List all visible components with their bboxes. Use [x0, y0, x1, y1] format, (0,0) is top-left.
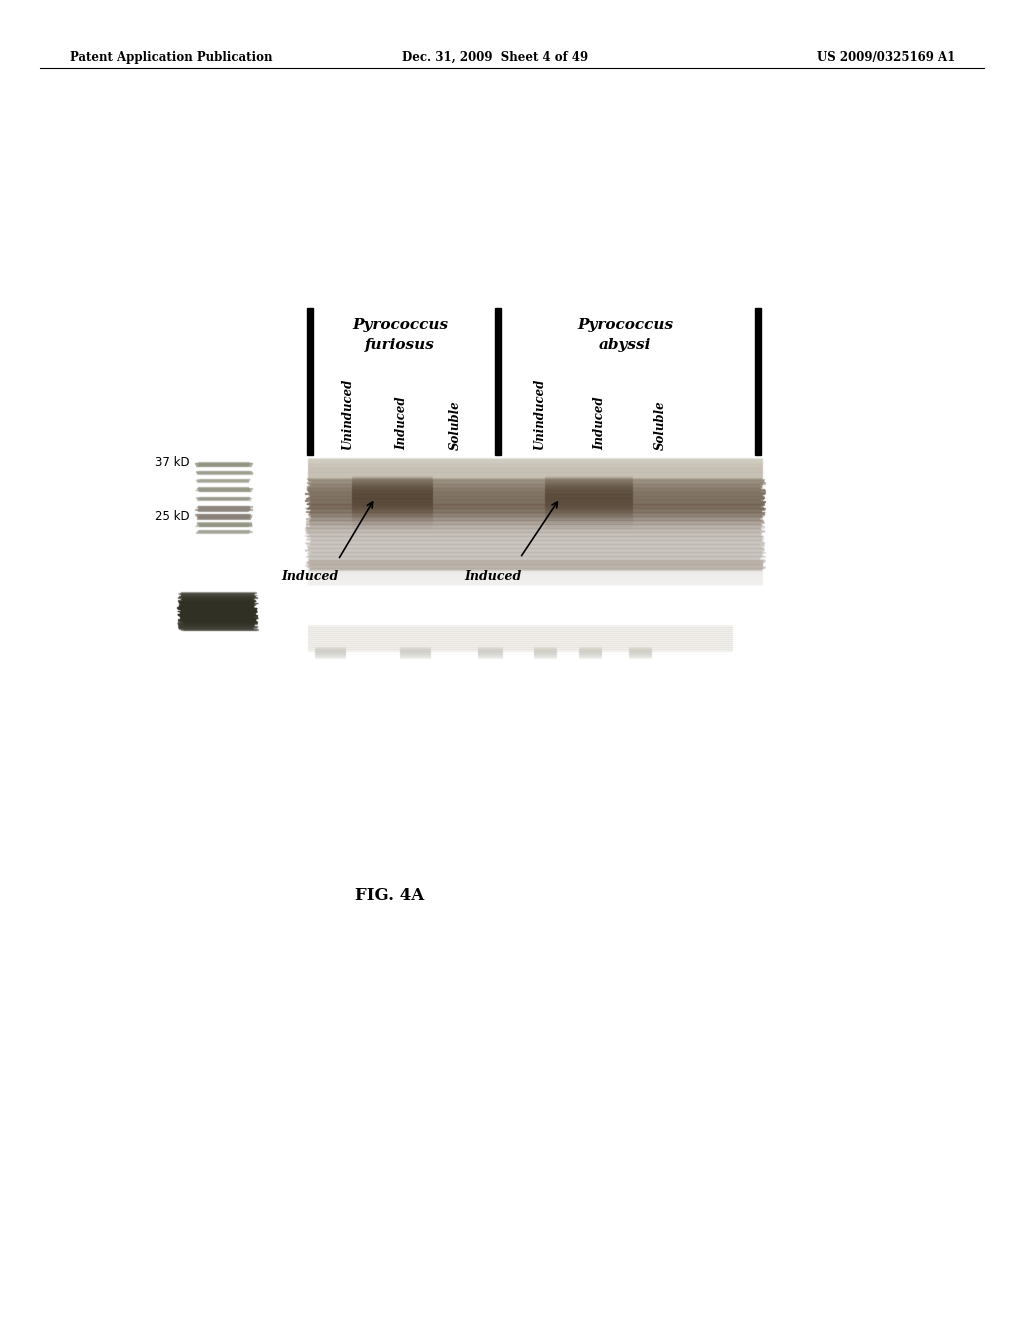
Text: Induced: Induced — [594, 396, 606, 450]
Bar — [755, 308, 761, 455]
Text: Dec. 31, 2009  Sheet 4 of 49: Dec. 31, 2009 Sheet 4 of 49 — [402, 50, 588, 63]
Bar — [495, 308, 501, 455]
Text: abyssi: abyssi — [599, 338, 651, 352]
Text: 37 kD: 37 kD — [156, 455, 190, 469]
Text: FIG. 4A: FIG. 4A — [355, 887, 425, 903]
Text: Patent Application Publication: Patent Application Publication — [70, 50, 272, 63]
Text: furiosus: furiosus — [366, 338, 435, 352]
Text: Induced: Induced — [282, 570, 339, 583]
Text: Induced: Induced — [395, 396, 409, 450]
Text: Pyrococcus: Pyrococcus — [577, 318, 673, 333]
Bar — [307, 308, 313, 455]
Text: Pyrococcus: Pyrococcus — [352, 318, 449, 333]
Text: Uninduced: Uninduced — [534, 379, 547, 450]
Text: Soluble: Soluble — [653, 400, 667, 450]
Text: 25 kD: 25 kD — [156, 510, 190, 523]
Text: Soluble: Soluble — [449, 400, 462, 450]
Text: Induced: Induced — [464, 570, 521, 583]
Text: US 2009/0325169 A1: US 2009/0325169 A1 — [817, 50, 955, 63]
Text: Uninduced: Uninduced — [341, 379, 354, 450]
